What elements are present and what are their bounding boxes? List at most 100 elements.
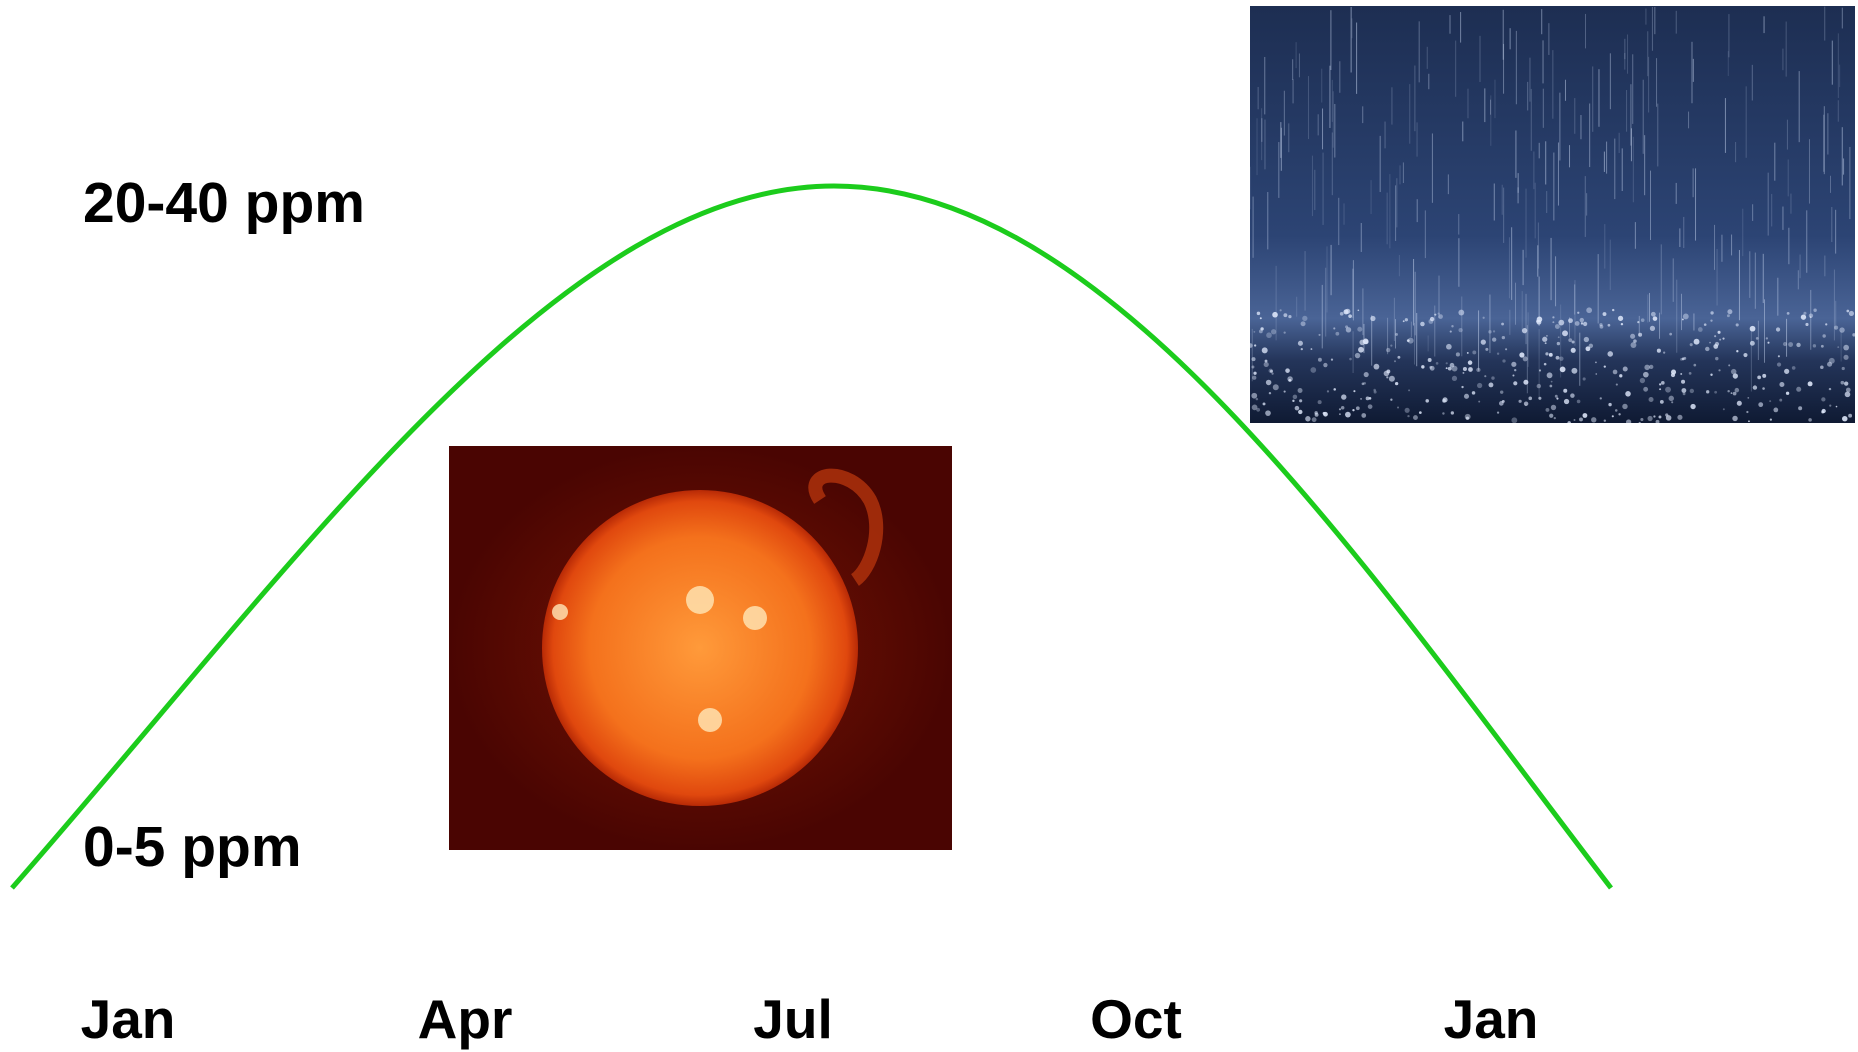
rain-splash [1288, 315, 1291, 318]
rain-splash [1428, 319, 1433, 324]
rain-splash [1757, 375, 1761, 379]
rain-splash [1389, 376, 1395, 382]
rain-splash [1407, 415, 1409, 417]
rain-splash [1659, 388, 1661, 390]
rain-splash [1671, 370, 1676, 375]
rain-splash [1681, 380, 1685, 384]
rain-splash [1743, 353, 1747, 357]
rain-splash [1706, 390, 1709, 393]
rain-splash [1551, 405, 1556, 410]
rain-splash [1501, 323, 1504, 326]
rain-splash [1827, 362, 1832, 367]
rain-splash [1723, 408, 1725, 410]
rain-splash [1694, 339, 1700, 345]
rain-splash [1656, 420, 1660, 424]
rain-splash [1671, 401, 1673, 403]
rain-splash [1477, 383, 1482, 388]
rain-splash [1591, 417, 1596, 422]
rain-splash [1318, 334, 1320, 336]
rain-splash [1539, 369, 1541, 371]
rain-splash [1718, 331, 1721, 334]
rain-splash [1555, 324, 1560, 329]
rain-splash [1390, 345, 1392, 347]
rain-splash [1570, 393, 1574, 397]
rain-splash [1839, 327, 1844, 332]
rain-splash [1563, 389, 1567, 393]
rain-splash [1769, 400, 1771, 402]
rain-splash [1264, 362, 1269, 367]
rain-splash [1554, 417, 1556, 419]
rain-splash [1736, 350, 1738, 352]
rain-splash [1488, 330, 1491, 333]
rain-splash [1394, 360, 1396, 362]
rain-splash [1813, 309, 1816, 312]
rain-splash [1603, 312, 1607, 316]
rain-splash [1571, 348, 1576, 353]
rain-splash [1271, 329, 1276, 334]
rain-splash [1352, 409, 1354, 411]
rain-splash [1546, 335, 1548, 337]
rain-splash [1253, 331, 1255, 333]
rain-splash [1607, 351, 1613, 357]
rain-splash [1405, 318, 1408, 321]
rain-splash [1746, 411, 1748, 413]
rain-splash [1788, 342, 1793, 347]
rain-splash [1266, 332, 1272, 338]
rain-splash [1544, 363, 1547, 366]
rain-splash [1653, 415, 1655, 417]
rain-splash [1299, 399, 1302, 402]
rain-splash [1483, 317, 1485, 319]
rain-splash [1284, 332, 1286, 334]
rain-splash [1484, 375, 1486, 377]
rain-splash [1665, 387, 1671, 393]
rain-splash [1408, 338, 1414, 344]
rain-splash [1649, 397, 1654, 402]
rain-splash [1512, 375, 1514, 377]
rain-splash [1837, 346, 1839, 348]
rain-splash [1821, 345, 1824, 348]
rain-splash [1677, 415, 1682, 420]
rain-splash [1637, 321, 1639, 323]
rain-splash [1345, 412, 1351, 418]
rain-splash [1803, 312, 1806, 315]
rain-splash [1612, 415, 1614, 417]
rain-splash [1362, 382, 1365, 385]
rain-splash [1405, 408, 1410, 413]
rain-splash [1682, 357, 1685, 360]
rain-splash [1727, 314, 1730, 317]
rain-splash [1608, 403, 1611, 406]
rain-splash [1714, 335, 1716, 337]
rain-splash [1420, 322, 1425, 327]
rain-splash [1809, 313, 1813, 317]
rain-splash [1715, 357, 1718, 360]
rain-splash [1523, 380, 1528, 385]
rain-splash [1273, 384, 1279, 390]
rain-splash [1736, 323, 1739, 326]
rain-splash [1491, 376, 1494, 379]
rain-splash [1254, 344, 1256, 346]
rain-splash [1461, 386, 1463, 388]
rain-splash [1659, 415, 1662, 418]
rain-splash [1801, 314, 1806, 319]
rain-splash [1364, 372, 1369, 377]
rain-splash [1718, 369, 1720, 371]
rain-splash [1660, 400, 1664, 404]
rain-splash [1403, 320, 1405, 322]
rain-splash [1266, 380, 1271, 385]
rain-splash [1640, 418, 1643, 421]
rain-splash [1690, 343, 1693, 346]
rain-splash [1836, 406, 1838, 408]
rain-splash [1500, 390, 1503, 393]
rain-splash [1348, 314, 1352, 318]
rain-splash [1710, 374, 1712, 376]
rain-splash [1813, 344, 1816, 347]
rain-splash [1595, 361, 1597, 363]
rain-splash [1468, 367, 1473, 372]
rain-splash [1458, 328, 1462, 332]
rain-splash [1747, 397, 1749, 399]
rain-splash [1589, 344, 1593, 348]
rain-splash [1361, 413, 1366, 418]
rain-splash [1518, 400, 1521, 403]
rain-splash [1647, 416, 1652, 421]
rain-splash [1386, 348, 1390, 352]
